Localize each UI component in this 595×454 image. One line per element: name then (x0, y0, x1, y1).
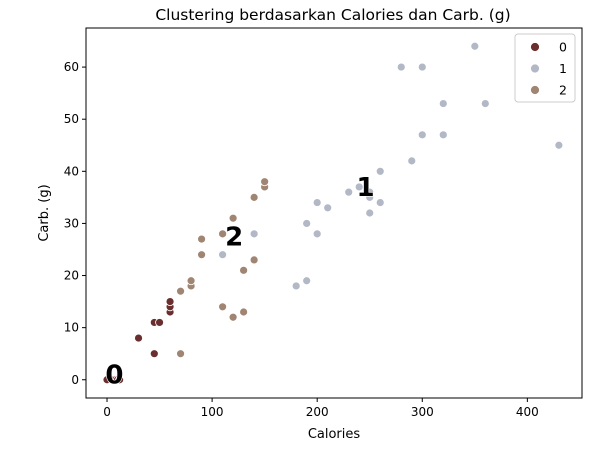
data-point-cluster-2 (240, 308, 248, 316)
data-point-cluster-1 (292, 282, 300, 290)
data-point-cluster-2 (261, 178, 269, 186)
data-point-cluster-0 (150, 350, 158, 358)
y-tick-label: 20 (64, 269, 79, 283)
data-point-cluster-2 (198, 235, 206, 243)
data-point-cluster-1 (324, 204, 332, 212)
legend-label: 2 (559, 83, 567, 98)
data-point-cluster-1 (303, 219, 311, 227)
data-point-cluster-1 (555, 141, 563, 149)
legend-label: 1 (559, 61, 567, 76)
data-point-cluster-2 (250, 256, 258, 264)
y-tick-label: 10 (64, 321, 79, 335)
data-point-cluster-0 (156, 318, 164, 326)
data-point-cluster-1 (345, 188, 353, 196)
y-axis-label: Carb. (g) (37, 184, 52, 241)
cluster-label: 1 (356, 173, 374, 203)
data-point-cluster-1 (313, 199, 321, 207)
x-axis-ticks: 0 100 200 300 400 (103, 398, 539, 419)
chart-title: Clustering berdasarkan Calories dan Carb… (155, 6, 510, 24)
data-point-cluster-2 (229, 214, 237, 222)
data-point-cluster-1 (439, 100, 447, 108)
data-point-cluster-1 (471, 42, 479, 50)
y-tick-label: 0 (71, 373, 79, 387)
y-tick-label: 50 (64, 112, 79, 126)
legend-marker (531, 86, 540, 95)
y-tick-label: 30 (64, 216, 79, 230)
data-point-cluster-1 (397, 63, 405, 71)
y-tick-label: 60 (64, 60, 79, 74)
data-point-cluster-2 (177, 287, 185, 295)
x-tick-label: 400 (516, 405, 539, 419)
data-point-cluster-1 (418, 63, 426, 71)
cluster-label: 0 (105, 361, 123, 391)
data-point-cluster-1 (408, 157, 416, 165)
data-point-cluster-0 (166, 298, 174, 306)
data-point-cluster-1 (366, 209, 374, 217)
data-point-cluster-1 (313, 230, 321, 238)
legend-label: 0 (559, 40, 567, 55)
x-tick-label: 300 (411, 405, 434, 419)
legend: 0 1 2 (515, 34, 575, 102)
data-point-cluster-2 (229, 313, 237, 321)
data-point-cluster-2 (187, 277, 195, 285)
x-axis-label: Calories (308, 427, 361, 442)
data-point-cluster-2 (177, 350, 185, 358)
data-point-cluster-1 (250, 230, 258, 238)
data-point-cluster-1 (439, 131, 447, 139)
y-tick-label: 40 (64, 164, 79, 178)
legend-marker (531, 64, 540, 73)
x-tick-label: 100 (201, 405, 224, 419)
data-point-cluster-1 (481, 100, 489, 108)
cluster-label: 2 (225, 222, 243, 252)
data-point-cluster-1 (303, 277, 311, 285)
data-point-cluster-1 (418, 131, 426, 139)
data-point-cluster-0 (135, 334, 143, 342)
data-point-cluster-2 (198, 251, 206, 259)
data-point-cluster-2 (240, 266, 248, 274)
data-point-cluster-1 (376, 167, 384, 175)
data-point-cluster-2 (250, 193, 258, 201)
plot-area (86, 28, 582, 398)
x-tick-label: 200 (306, 405, 329, 419)
y-axis-ticks: 0 10 20 30 40 50 60 (64, 60, 86, 387)
data-point-cluster-1 (376, 199, 384, 207)
data-point-cluster-2 (219, 303, 227, 311)
x-tick-label: 0 (103, 405, 111, 419)
legend-marker (531, 43, 540, 52)
